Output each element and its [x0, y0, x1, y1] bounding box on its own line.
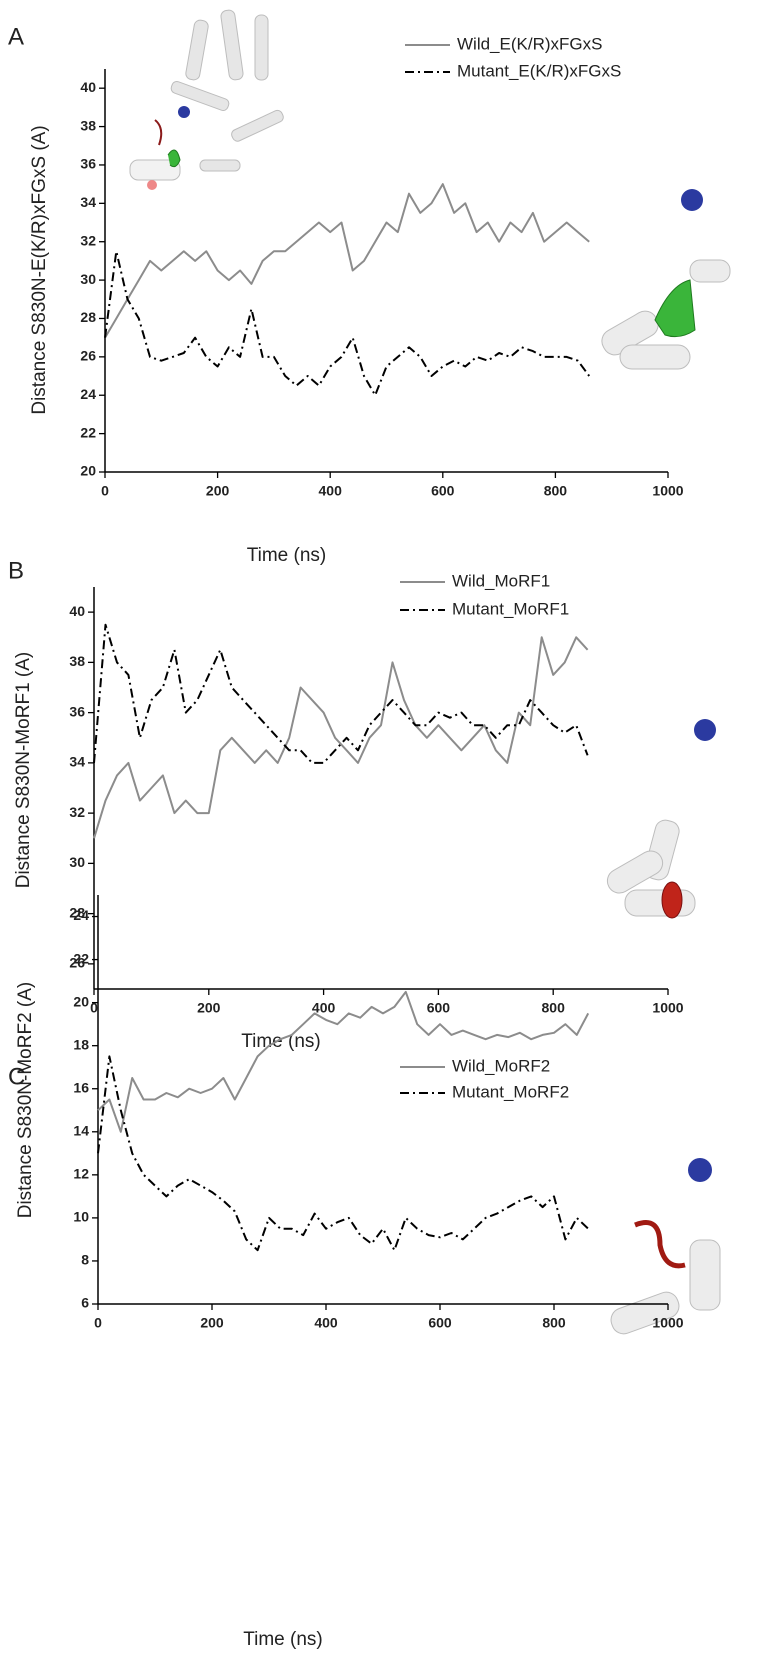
x-tick-label: 1000 [652, 483, 683, 499]
protein-side-c [610, 1158, 721, 1335]
legend-label: Mutant_E(K/R)xFGxS [457, 61, 621, 80]
y-tick-label: 20 [73, 993, 89, 1009]
data-line [104, 250, 591, 397]
y-tick-label: 28 [80, 309, 96, 325]
panel-label: A [8, 23, 24, 50]
panel-label: B [8, 557, 24, 584]
data-line [93, 636, 589, 839]
x-tick-label: 1000 [652, 1000, 683, 1016]
x-axis-title: Time (ns) [243, 1629, 323, 1650]
y-axis-title: Distance S830N-E(K/R)xFGxS (A) [29, 125, 50, 414]
y-tick-label: 38 [69, 653, 85, 669]
y-tick-label: 28 [69, 904, 85, 920]
x-tick-label: 800 [542, 1315, 566, 1331]
data-line [97, 1055, 589, 1252]
x-tick-label: 800 [542, 1000, 566, 1016]
x-tick-label: 200 [200, 1315, 224, 1331]
y-tick-label: 36 [69, 703, 85, 719]
y-tick-label: 26 [80, 348, 96, 364]
y-tick-label: 34 [80, 194, 96, 210]
y-tick-label: 10 [73, 1209, 89, 1225]
x-tick-label: 0 [90, 1000, 98, 1016]
data-line [93, 623, 589, 764]
y-tick-label: 16 [73, 1079, 89, 1095]
y-tick-label: 26 [69, 955, 85, 971]
x-axis-title: Time (ns) [241, 1031, 321, 1052]
y-tick-label: 32 [80, 232, 96, 248]
y-tick-label: 8 [81, 1252, 89, 1268]
y-tick-label: 22 [73, 950, 89, 966]
x-tick-label: 200 [197, 1000, 221, 1016]
legend-label: Wild_MoRF2 [452, 1056, 550, 1075]
y-tick-label: 34 [69, 754, 85, 770]
y-tick-label: 12 [73, 1166, 89, 1182]
legend-label: Wild_E(K/R)xFGxS [457, 34, 602, 53]
y-tick-label: 30 [69, 854, 85, 870]
legend-label: Mutant_MoRF2 [452, 1082, 569, 1101]
x-tick-label: 600 [428, 1315, 452, 1331]
panel-label: C [8, 1063, 25, 1090]
y-tick-label: 22 [80, 424, 96, 440]
protein-side-b [606, 719, 716, 919]
y-axis-title: Distance S830N-MoRF1 (A) [13, 652, 34, 889]
legend-label: Wild_MoRF1 [452, 571, 550, 590]
y-tick-label: 40 [80, 79, 96, 95]
y-tick-label: 14 [73, 1122, 89, 1138]
y-tick-label: 6 [81, 1295, 89, 1311]
x-tick-label: 800 [544, 483, 568, 499]
legend-label: Mutant_MoRF1 [452, 599, 569, 618]
x-tick-label: 400 [319, 483, 343, 499]
y-tick-label: 40 [69, 603, 85, 619]
y-tick-label: 36 [80, 156, 96, 172]
protein-inset-a [129, 9, 284, 190]
x-axis-title: Time (ns) [247, 545, 327, 566]
x-tick-label: 1000 [652, 1315, 683, 1331]
y-tick-label: 20 [80, 463, 96, 479]
y-tick-label: 38 [80, 117, 96, 133]
y-tick-label: 32 [69, 804, 85, 820]
x-tick-label: 400 [312, 1000, 336, 1016]
x-tick-label: 0 [94, 1315, 102, 1331]
data-line [104, 183, 590, 339]
x-tick-label: 0 [101, 483, 109, 499]
x-tick-label: 600 [431, 483, 455, 499]
y-tick-label: 24 [80, 386, 96, 402]
y-axis-title: Distance S830N-MoRF2 (A) [15, 982, 36, 1219]
x-tick-label: 600 [427, 1000, 451, 1016]
y-tick-label: 30 [80, 271, 96, 287]
x-tick-label: 200 [206, 483, 230, 499]
data-line [97, 990, 590, 1133]
y-tick-label: 24 [73, 907, 89, 923]
x-tick-label: 400 [314, 1315, 338, 1331]
protein-side-a [601, 189, 731, 370]
y-tick-label: 18 [73, 1036, 89, 1052]
